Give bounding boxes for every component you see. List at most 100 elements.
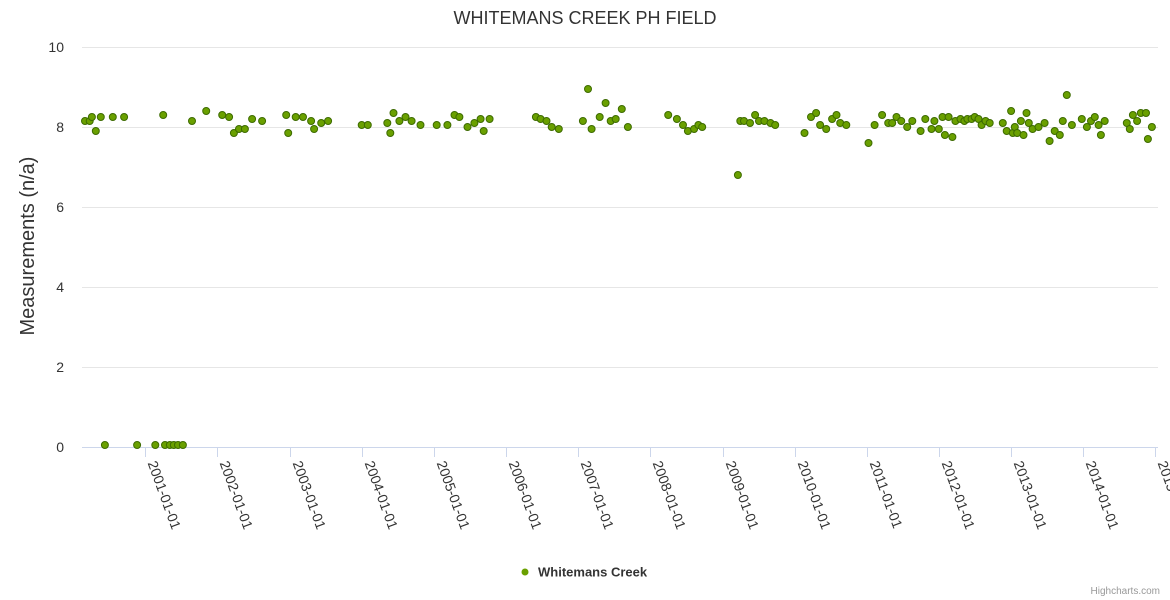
data-point[interactable] bbox=[601, 99, 610, 107]
data-point[interactable] bbox=[240, 125, 249, 133]
data-point[interactable] bbox=[985, 119, 994, 127]
data-points[interactable] bbox=[81, 85, 1156, 449]
data-point[interactable] bbox=[1128, 111, 1137, 119]
data-point[interactable] bbox=[1019, 131, 1028, 139]
data-point[interactable] bbox=[159, 111, 168, 119]
data-point[interactable] bbox=[822, 125, 831, 133]
data-point[interactable] bbox=[218, 111, 227, 119]
data-point[interactable] bbox=[1094, 121, 1103, 129]
data-point[interactable] bbox=[812, 109, 821, 117]
data-point[interactable] bbox=[679, 121, 687, 129]
data-point[interactable] bbox=[1034, 123, 1043, 131]
data-point[interactable] bbox=[921, 115, 930, 123]
data-point[interactable] bbox=[1100, 117, 1109, 125]
data-point[interactable] bbox=[617, 105, 626, 113]
data-point[interactable] bbox=[299, 113, 307, 121]
data-point[interactable] bbox=[623, 123, 632, 131]
data-point[interactable] bbox=[151, 441, 160, 449]
data-point[interactable] bbox=[1133, 117, 1142, 125]
data-point[interactable] bbox=[401, 113, 410, 121]
data-point[interactable] bbox=[800, 129, 809, 137]
data-point[interactable] bbox=[363, 121, 372, 129]
data-point[interactable] bbox=[542, 117, 551, 125]
data-point[interactable] bbox=[934, 125, 943, 133]
data-point[interactable] bbox=[944, 113, 953, 121]
credits-link[interactable]: Highcharts.com bbox=[1091, 586, 1160, 597]
data-point[interactable] bbox=[476, 115, 485, 123]
data-point[interactable] bbox=[1007, 107, 1016, 115]
legend[interactable]: Whitemans Creek bbox=[521, 565, 648, 580]
data-point[interactable] bbox=[664, 111, 673, 119]
data-point[interactable] bbox=[870, 121, 879, 129]
data-point[interactable] bbox=[1096, 131, 1105, 139]
data-point[interactable] bbox=[1062, 91, 1071, 99]
legend-item-label[interactable]: Whitemans Creek bbox=[538, 565, 648, 580]
data-point[interactable] bbox=[108, 113, 117, 121]
data-point[interactable] bbox=[225, 113, 234, 121]
data-point[interactable] bbox=[554, 125, 563, 133]
data-point[interactable] bbox=[864, 139, 873, 147]
data-point[interactable] bbox=[463, 123, 472, 131]
data-point[interactable] bbox=[948, 133, 957, 141]
data-point[interactable] bbox=[282, 111, 291, 119]
data-point[interactable] bbox=[1147, 123, 1156, 131]
data-point[interactable] bbox=[751, 111, 760, 119]
data-point[interactable] bbox=[100, 441, 109, 449]
data-point[interactable] bbox=[432, 121, 441, 129]
data-point[interactable] bbox=[386, 129, 395, 137]
data-point[interactable] bbox=[897, 117, 906, 125]
data-point[interactable] bbox=[807, 113, 815, 121]
data-point[interactable] bbox=[91, 127, 100, 135]
data-point[interactable] bbox=[771, 121, 780, 129]
data-point[interactable] bbox=[307, 117, 316, 125]
data-point[interactable] bbox=[178, 441, 187, 449]
data-point[interactable] bbox=[1077, 115, 1086, 123]
data-point[interactable] bbox=[903, 123, 912, 131]
data-point[interactable] bbox=[1045, 137, 1054, 145]
data-point[interactable] bbox=[284, 129, 293, 137]
data-point[interactable] bbox=[87, 113, 96, 121]
data-point[interactable] bbox=[1067, 121, 1076, 129]
data-point[interactable] bbox=[485, 115, 494, 123]
data-point[interactable] bbox=[578, 117, 587, 125]
data-point[interactable] bbox=[389, 109, 398, 117]
data-point[interactable] bbox=[916, 127, 925, 135]
data-point[interactable] bbox=[611, 115, 620, 123]
data-point[interactable] bbox=[258, 117, 267, 125]
data-point[interactable] bbox=[317, 119, 326, 127]
data-point[interactable] bbox=[202, 107, 211, 115]
data-point[interactable] bbox=[416, 121, 425, 129]
data-point[interactable] bbox=[1022, 109, 1031, 117]
data-point[interactable] bbox=[248, 115, 257, 123]
data-point[interactable] bbox=[698, 123, 707, 131]
data-point[interactable] bbox=[733, 171, 742, 179]
data-point[interactable] bbox=[547, 123, 556, 131]
data-point[interactable] bbox=[672, 115, 681, 123]
data-point[interactable] bbox=[324, 117, 333, 125]
data-point[interactable] bbox=[746, 119, 754, 127]
data-point[interactable] bbox=[310, 125, 319, 133]
data-point[interactable] bbox=[930, 117, 939, 125]
data-point[interactable] bbox=[407, 117, 416, 125]
data-point[interactable] bbox=[383, 119, 392, 127]
data-point[interactable] bbox=[1125, 125, 1134, 133]
data-point[interactable] bbox=[832, 111, 841, 119]
data-point[interactable] bbox=[1024, 119, 1033, 127]
data-point[interactable] bbox=[908, 117, 917, 125]
data-point[interactable] bbox=[1082, 123, 1091, 131]
data-point[interactable] bbox=[927, 125, 936, 133]
data-point[interactable] bbox=[1055, 131, 1064, 139]
data-point[interactable] bbox=[133, 441, 142, 449]
data-point[interactable] bbox=[842, 121, 851, 129]
data-point[interactable] bbox=[188, 117, 196, 125]
data-point[interactable] bbox=[1090, 113, 1099, 121]
data-point[interactable] bbox=[584, 85, 592, 93]
data-point[interactable] bbox=[998, 119, 1007, 127]
data-point[interactable] bbox=[479, 127, 488, 135]
data-point[interactable] bbox=[229, 129, 238, 137]
data-point[interactable] bbox=[1143, 135, 1152, 143]
data-point[interactable] bbox=[1040, 119, 1049, 127]
data-point[interactable] bbox=[96, 113, 105, 121]
data-point[interactable] bbox=[1050, 127, 1059, 135]
data-point[interactable] bbox=[595, 113, 604, 121]
